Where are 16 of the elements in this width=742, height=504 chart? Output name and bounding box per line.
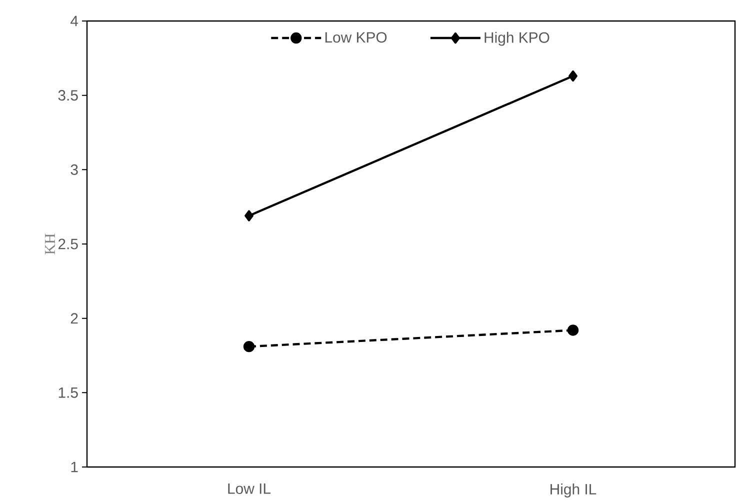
point — [243, 340, 255, 352]
y-axis-title: KH — [45, 234, 55, 254]
point — [244, 210, 254, 222]
y-tick-label: 2.5 — [58, 238, 78, 250]
point — [568, 70, 578, 82]
point — [567, 324, 579, 336]
x-tick-label: High IL — [550, 484, 596, 498]
legend-label: High KPO — [484, 32, 550, 46]
y-tick-label: 3 — [70, 164, 78, 175]
legend-label: Low KPO — [325, 32, 387, 43]
y-tick-label: 3.5 — [58, 90, 78, 101]
x-tick-label: Low IL — [228, 484, 270, 494]
y-tick-label: 2 — [70, 313, 78, 324]
y-tick-label: 4 — [70, 16, 78, 26]
y-tick-label: 1 — [71, 462, 78, 472]
y-tick-label: 1.5 — [58, 387, 78, 398]
